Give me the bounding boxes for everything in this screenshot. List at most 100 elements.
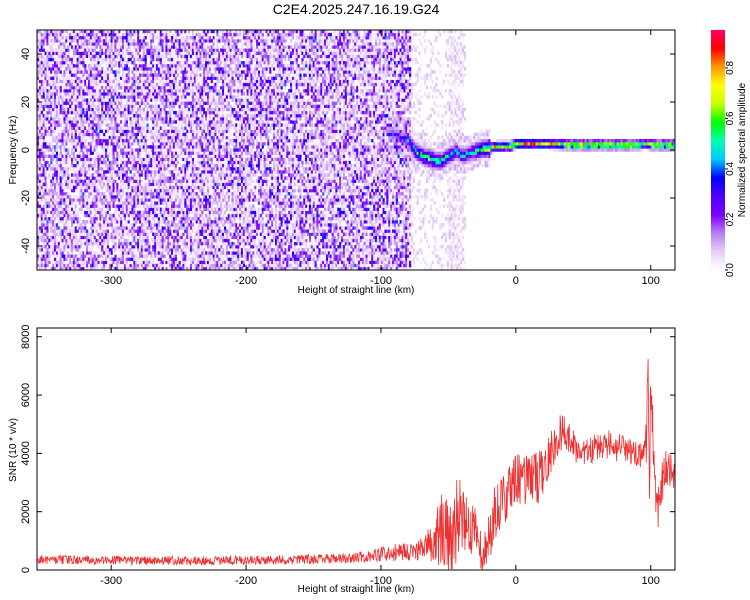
spectrogram-cell: [167, 179, 170, 183]
spectrogram-cell: [174, 179, 178, 183]
spectrogram-cell: [144, 157, 147, 162]
spectrogram-cell: [86, 120, 89, 124]
spectrogram-cell: [121, 132, 125, 137]
spectrogram-cell: [182, 223, 185, 227]
spectrogram-cell: [106, 64, 110, 68]
spectrogram-cell: [44, 67, 47, 71]
spectrogram-cell: [70, 101, 74, 105]
spectrogram-cell: [180, 229, 183, 233]
spectrogram-cell: [155, 151, 159, 155]
spectrogram-cell: [78, 70, 81, 74]
spectrogram-cell: [114, 157, 117, 162]
spectrogram-cell: [127, 73, 130, 77]
spectrogram-cell: [37, 157, 40, 162]
spectrogram-cell: [148, 48, 151, 52]
spectrogram-cell: [186, 123, 189, 127]
spectrogram-cell: [167, 132, 170, 137]
spectrogram-cell: [157, 36, 161, 40]
spectrogram-cell: [154, 64, 157, 68]
spectrogram-cell: [84, 79, 87, 84]
spectrogram-cell: [148, 104, 151, 109]
spectrogram-cell: [70, 67, 74, 71]
spectrogram-cell: [184, 67, 187, 71]
spectrogram-cell: [63, 154, 66, 158]
spectrogram-cell: [80, 254, 83, 258]
spectrogram-cell: [59, 117, 62, 121]
spectrogram-cell: [53, 235, 57, 240]
spectrogram-cell: [171, 145, 174, 149]
spectrogram-cell: [74, 210, 77, 215]
spectrogram-cell: [178, 223, 181, 227]
spectrogram-cell: [140, 160, 144, 165]
spectrogram-cell: [53, 120, 57, 124]
spectrogram-cell: [110, 142, 113, 146]
spectrogram-cell: [106, 210, 110, 215]
spectrogram-cell: [159, 142, 162, 146]
spectrogram-cell: [104, 39, 108, 43]
spectrogram-cell: [129, 173, 132, 177]
spectrogram-cell: [59, 226, 62, 230]
spectrogram-cell: [89, 92, 93, 96]
spectrogram-cell: [184, 39, 187, 43]
spectrogram-cell: [180, 204, 183, 208]
spectrogram-cell: [186, 192, 189, 196]
spectrogram-cell: [180, 226, 183, 230]
spectrogram-cell: [146, 107, 149, 112]
spectrogram-cell: [118, 241, 121, 246]
spectrogram-cell: [57, 220, 60, 224]
spectrogram-cell: [180, 179, 183, 183]
spectrogram-cell: [129, 160, 132, 165]
spectrogram-cell: [89, 51, 93, 56]
spectrogram-cell: [99, 195, 102, 199]
spectrogram-cell: [123, 185, 127, 190]
spectrogram-cell: [188, 154, 191, 158]
spectrogram-cell: [186, 64, 189, 68]
spectrogram-cell: [127, 201, 130, 205]
spectrogram-cell: [165, 129, 168, 134]
spectrogram-cell: [144, 132, 147, 137]
spectrogram-cell: [93, 104, 96, 109]
spectrogram-cell: [116, 182, 119, 187]
spectrogram-cell: [38, 207, 42, 212]
spectrogram-cell: [146, 123, 149, 127]
spectrogram-cell: [106, 45, 110, 49]
spectrogram-cell: [186, 223, 189, 227]
spectrogram-cell: [50, 148, 53, 152]
spectrogram-cell: [180, 188, 183, 193]
spectrogram-cell: [137, 148, 140, 152]
spectrogram-cell: [48, 257, 51, 261]
spectrogram-cell: [44, 98, 47, 102]
spectrogram-cell: [182, 39, 185, 43]
spectrogram-cell: [135, 176, 138, 180]
spectrogram-cell: [148, 76, 151, 80]
spectrogram-cell: [154, 73, 157, 77]
spectrogram-cell: [112, 120, 115, 124]
spectrogram-cell: [108, 248, 111, 252]
spectrogram-cell: [76, 248, 79, 252]
spectrogram-cell: [82, 163, 85, 168]
spectrogram-cell: [65, 266, 68, 270]
spectrogram-cell: [89, 154, 93, 158]
spectrogram-cell: [167, 70, 170, 74]
spectrogram-cell: [150, 248, 153, 252]
spectrogram-cell: [152, 98, 155, 102]
spectrogram-cell: [163, 30, 166, 34]
spectrogram-cell: [44, 42, 47, 46]
spectrogram-cell: [152, 260, 155, 265]
spectrogram-cell: [178, 154, 181, 158]
spectrogram-cell: [59, 148, 62, 152]
spectrogram-cell: [133, 67, 136, 71]
spectrogram-cell: [127, 51, 130, 56]
spectrogram-cell: [161, 48, 164, 52]
spectrogram-cell: [101, 226, 104, 230]
spectrogram-cell: [69, 151, 72, 155]
spectrogram-cell: [118, 232, 121, 236]
spectrogram-cell: [101, 207, 104, 212]
spectrogram-cell: [106, 251, 110, 255]
spectrogram-cell: [80, 238, 83, 243]
spectrogram-cell: [44, 192, 47, 196]
spectrogram-cell: [78, 160, 81, 165]
spectrogram-cell: [188, 185, 191, 190]
spectrogram-cell: [99, 114, 102, 118]
spectrogram-cell: [135, 117, 138, 121]
